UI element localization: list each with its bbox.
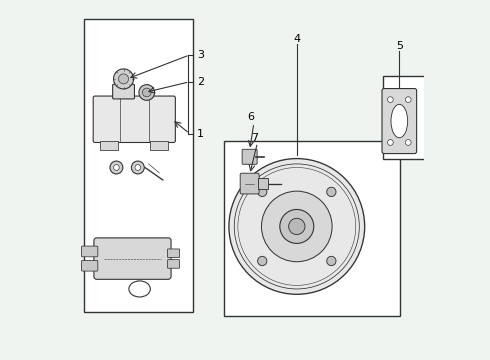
Circle shape bbox=[388, 140, 393, 145]
FancyBboxPatch shape bbox=[168, 249, 180, 257]
Bar bbox=[223, 141, 400, 316]
Circle shape bbox=[327, 256, 336, 266]
Circle shape bbox=[405, 97, 411, 103]
Circle shape bbox=[289, 218, 305, 235]
FancyBboxPatch shape bbox=[242, 149, 257, 164]
Circle shape bbox=[262, 191, 332, 262]
Circle shape bbox=[388, 97, 393, 103]
FancyBboxPatch shape bbox=[81, 246, 98, 257]
Circle shape bbox=[139, 85, 155, 100]
Text: 3: 3 bbox=[197, 50, 204, 60]
Ellipse shape bbox=[391, 104, 408, 138]
Circle shape bbox=[119, 74, 128, 84]
Bar bbox=[258, 178, 268, 189]
Circle shape bbox=[405, 140, 411, 145]
Bar bbox=[84, 19, 193, 312]
Text: 1: 1 bbox=[197, 129, 204, 139]
FancyBboxPatch shape bbox=[168, 260, 180, 268]
Circle shape bbox=[143, 88, 151, 97]
Circle shape bbox=[258, 187, 267, 197]
FancyBboxPatch shape bbox=[113, 84, 134, 99]
Circle shape bbox=[229, 158, 365, 294]
Bar bbox=[100, 141, 118, 150]
Bar bbox=[150, 141, 168, 150]
Circle shape bbox=[131, 161, 144, 174]
Circle shape bbox=[110, 161, 123, 174]
Circle shape bbox=[114, 69, 134, 89]
Circle shape bbox=[258, 256, 267, 266]
FancyBboxPatch shape bbox=[240, 173, 259, 194]
FancyBboxPatch shape bbox=[93, 96, 175, 143]
FancyBboxPatch shape bbox=[94, 238, 171, 279]
Text: 5: 5 bbox=[396, 41, 403, 51]
Text: 7: 7 bbox=[251, 133, 258, 143]
Circle shape bbox=[114, 165, 119, 170]
Circle shape bbox=[327, 187, 336, 197]
Bar bbox=[383, 76, 425, 158]
Circle shape bbox=[135, 165, 141, 170]
Text: 2: 2 bbox=[197, 77, 204, 87]
Text: 6: 6 bbox=[247, 112, 254, 122]
Circle shape bbox=[280, 210, 314, 243]
Text: 4: 4 bbox=[293, 34, 300, 44]
FancyBboxPatch shape bbox=[382, 89, 416, 154]
FancyBboxPatch shape bbox=[81, 260, 98, 271]
